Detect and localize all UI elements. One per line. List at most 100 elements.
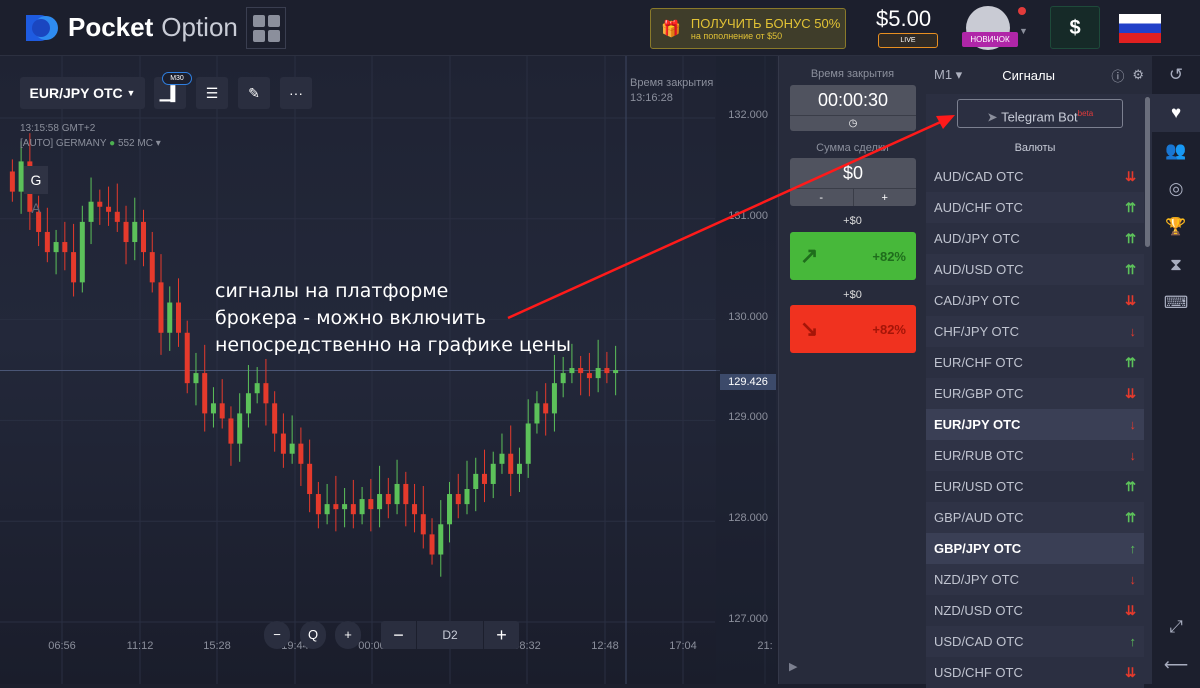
y-tick-label: 127.000: [728, 613, 768, 625]
signal-pair: AUD/CHF OTC: [934, 200, 1023, 215]
signal-row[interactable]: AUD/CAD OTC ⇊: [926, 161, 1144, 192]
candle-body: [569, 368, 575, 374]
signal-row[interactable]: GBP/AUD OTC ⇈: [926, 502, 1144, 533]
buy-up-button[interactable]: ↗ +82%: [790, 232, 916, 280]
period-minus-button[interactable]: −: [381, 621, 417, 649]
signal-pair: NZD/USD OTC: [934, 603, 1023, 618]
achievements-icon[interactable]: 🏆: [1165, 217, 1187, 236]
signal-row[interactable]: AUD/CHF OTC ⇈: [926, 192, 1144, 223]
zoom-out-button[interactable]: −: [264, 621, 290, 649]
signal-row[interactable]: AUD/USD OTC ⇈: [926, 254, 1144, 285]
current-price-tag: 129.426: [720, 374, 776, 390]
candle-body: [394, 483, 400, 505]
gear-icon[interactable]: ⚙: [1132, 67, 1144, 82]
y-tick-label: 132.000: [728, 109, 768, 121]
signal-row[interactable]: CHF/JPY OTC ↓: [926, 316, 1144, 347]
logo[interactable]: Pocket Option: [24, 12, 238, 43]
arrow-up-right-icon: ↗: [800, 243, 819, 268]
server-name[interactable]: [AUTO] GERMANY: [20, 138, 107, 149]
signal-row[interactable]: EUR/USD OTC ⇈: [926, 471, 1144, 502]
signal-pair: GBP/AUD OTC: [934, 510, 1024, 525]
x-tick-label: 21:: [757, 640, 773, 652]
signal-arrow-down-icon: ⇊: [1125, 168, 1136, 184]
indicators-button[interactable]: ☰: [196, 77, 228, 109]
candle-body: [490, 463, 496, 484]
down-percent: +82%: [872, 321, 906, 337]
candle-body: [210, 403, 216, 414]
apps-grid-button[interactable]: [246, 7, 286, 49]
sell-down-button[interactable]: ↘ +82%: [790, 305, 916, 353]
zoom-in-button[interactable]: +: [335, 621, 361, 649]
signal-row[interactable]: EUR/GBP OTC ⇊: [926, 378, 1144, 409]
candle-body: [149, 252, 155, 283]
signal-timeframe-select[interactable]: M1 ▾: [934, 67, 963, 82]
signal-row[interactable]: EUR/JPY OTC ↓: [926, 409, 1144, 440]
signal-row[interactable]: AUD/JPY OTC ⇈: [926, 223, 1144, 254]
signal-arrow-down-icon: ⇊: [1125, 664, 1136, 680]
help-icon[interactable]: ⓘ: [1111, 68, 1125, 84]
candle-body: [499, 453, 505, 464]
price-chart[interactable]: EUR/JPY OTC ▼ ▁▌ M30 ☰ ✎ ··· 13:15:58 GM…: [0, 56, 778, 684]
social-icon[interactable]: 👥: [1165, 141, 1187, 160]
brush-icon: ✎: [248, 84, 260, 101]
expand-panel-icon[interactable]: ▶: [789, 661, 798, 673]
fullscreen-icon[interactable]: ⤢: [1169, 617, 1183, 636]
signal-row[interactable]: CAD/JPY OTC ⇊: [926, 285, 1144, 316]
chevron-down-icon[interactable]: ▼: [1019, 26, 1028, 36]
candle-body: [18, 161, 24, 192]
language-flag-icon[interactable]: [1119, 14, 1161, 43]
clock-icon[interactable]: ◷: [790, 115, 916, 131]
signal-pair: AUD/USD OTC: [934, 262, 1024, 277]
signal-row[interactable]: EUR/RUB OTC ↓: [926, 440, 1144, 471]
tournaments-icon[interactable]: ◎: [1168, 179, 1184, 198]
deposit-button[interactable]: $: [1050, 6, 1100, 49]
annotation-line: сигналы на платформе: [215, 280, 449, 302]
candle-body: [9, 171, 15, 192]
candle-body: [254, 383, 260, 394]
bonus-subtitle: на пополнение от $50: [690, 31, 783, 41]
signal-pair: GBP/JPY OTC: [934, 541, 1022, 556]
history-icon[interactable]: ↺: [1168, 65, 1184, 84]
drawing-button[interactable]: ✎: [238, 77, 270, 109]
expiry-input[interactable]: 00:00:30 ◷: [790, 85, 916, 131]
amount-minus-button[interactable]: -: [790, 189, 854, 206]
signal-pair: NZD/JPY OTC: [934, 572, 1019, 587]
signal-row[interactable]: NZD/USD OTC ⇊: [926, 595, 1144, 626]
telegram-bot-button[interactable]: ➤ Telegram Botbeta: [957, 99, 1123, 128]
candle-body: [508, 453, 514, 474]
signals-icon[interactable]: ♥: [1152, 94, 1200, 132]
pending-icon[interactable]: ⧗: [1170, 255, 1182, 274]
candle-body: [307, 463, 313, 495]
more-button[interactable]: ···: [280, 77, 312, 109]
zoom-in-icon: +: [344, 627, 352, 642]
candle-body: [289, 443, 295, 454]
signal-row[interactable]: USD/CHF OTC ⇊: [926, 657, 1144, 688]
asset-selector[interactable]: EUR/JPY OTC ▼: [20, 77, 145, 109]
candle-body: [158, 282, 164, 333]
signal-row[interactable]: GBP/JPY OTC ↑: [926, 533, 1144, 564]
g-button[interactable]: G: [24, 166, 48, 194]
amount-input[interactable]: $0 - +: [790, 158, 916, 206]
candle-body: [175, 302, 181, 333]
signal-row[interactable]: NZD/JPY OTC ↓: [926, 564, 1144, 595]
signal-arrow-up-icon: ⇈: [1125, 509, 1136, 525]
hotkeys-icon[interactable]: ⌨: [1163, 293, 1189, 312]
signal-arrow-up-icon: ⇈: [1125, 478, 1136, 494]
candle-body: [342, 504, 348, 510]
up-percent: +82%: [872, 248, 906, 264]
a-button[interactable]: A: [31, 200, 41, 216]
signal-row[interactable]: USD/CAD OTC ↑: [926, 626, 1144, 657]
amount-plus-button[interactable]: +: [881, 192, 888, 204]
chevron-down-icon[interactable]: ▾: [155, 138, 161, 149]
account-type-badge[interactable]: LIVE: [878, 33, 938, 48]
balance[interactable]: $5.00: [876, 6, 932, 31]
scrollbar[interactable]: [1145, 97, 1150, 247]
zoom-reset-button[interactable]: Q: [300, 621, 326, 649]
period-plus-button[interactable]: +: [483, 621, 519, 649]
candle-body: [97, 201, 103, 207]
signal-row[interactable]: EUR/CHF OTC ⇈: [926, 347, 1144, 378]
bonus-button[interactable]: 🎁 ПОЛУЧИТЬ БОНУС 50% на пополнение от $50: [650, 8, 846, 49]
x-tick-label: 08:32: [513, 640, 541, 652]
collapse-icon[interactable]: ⟵: [1163, 655, 1189, 674]
